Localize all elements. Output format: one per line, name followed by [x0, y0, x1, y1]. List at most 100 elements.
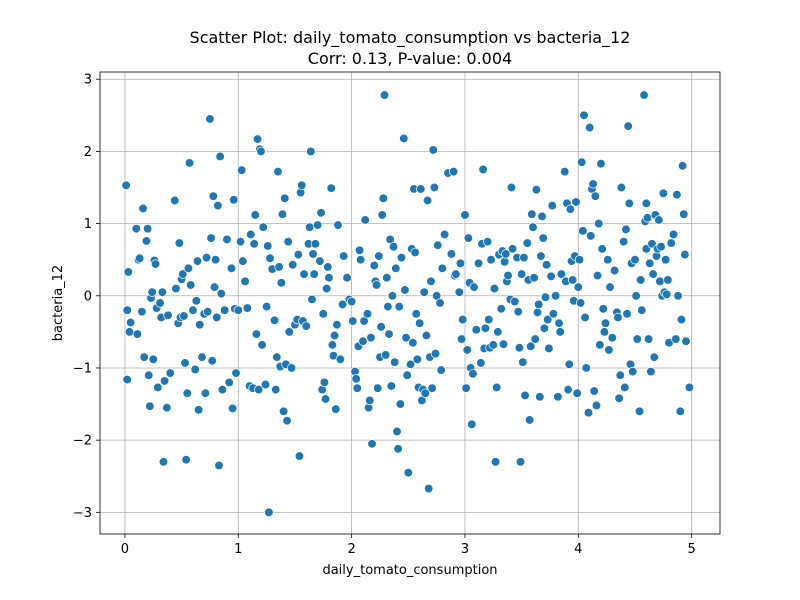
- scatter-point: [636, 275, 646, 285]
- y-tick-label: −1: [73, 361, 92, 376]
- scatter-point: [351, 374, 361, 384]
- y-axis-label: bacteria_12: [51, 265, 66, 341]
- scatter-point: [550, 291, 561, 301]
- y-tick-label: −2: [73, 434, 92, 449]
- scatter-point: [257, 340, 267, 350]
- scatter-point: [516, 269, 527, 279]
- scatter-point: [553, 392, 563, 402]
- scatter-point: [537, 211, 547, 222]
- scatter-point: [604, 345, 614, 355]
- scatter-point: [122, 305, 132, 315]
- scatter-point: [192, 256, 203, 266]
- scatter-point: [538, 233, 548, 243]
- scatter-point: [250, 210, 260, 220]
- scatter-point: [429, 182, 440, 193]
- scatter-point: [367, 439, 377, 449]
- scatter-point: [680, 249, 690, 260]
- scatter-point: [518, 357, 528, 367]
- scatter-point: [455, 258, 466, 268]
- scatter-point: [337, 299, 348, 310]
- scatter-point: [597, 244, 607, 254]
- scatter-point: [655, 276, 665, 286]
- scatter-point: [263, 241, 273, 251]
- scatter-point: [237, 165, 247, 175]
- scatter-point: [346, 296, 357, 307]
- plot-frame: [99, 71, 721, 535]
- scatter-point: [515, 457, 526, 467]
- scatter-point: [339, 251, 349, 261]
- scatter-point: [463, 233, 474, 243]
- scatter-point: [645, 258, 655, 268]
- scatter-point: [272, 352, 282, 362]
- scatter-point: [306, 146, 316, 157]
- scatter-point: [607, 333, 617, 343]
- scatter-point: [226, 263, 237, 274]
- scatter-point: [217, 384, 228, 395]
- scatter-point: [301, 321, 311, 331]
- scatter-point: [599, 327, 610, 337]
- scatter-point: [252, 134, 263, 144]
- scatter-point: [529, 273, 539, 283]
- scatter-point: [565, 204, 576, 214]
- x-tick-label: 2: [347, 542, 355, 557]
- scatter-point: [180, 358, 190, 368]
- scatter-point: [478, 164, 488, 175]
- scatter-point: [200, 388, 211, 398]
- scatter-point: [286, 363, 297, 373]
- scatter-point: [624, 198, 634, 209]
- y-tick-label: 0: [84, 289, 92, 304]
- scatter-point: [124, 327, 135, 337]
- scatter-point: [503, 270, 513, 281]
- scatter-point: [379, 90, 390, 100]
- scatter-point: [380, 350, 391, 360]
- scatter-point: [580, 312, 590, 323]
- scatter-point: [577, 157, 587, 167]
- scatter-point: [522, 238, 532, 248]
- scatter-point: [546, 271, 556, 281]
- scatter-point: [499, 257, 510, 267]
- scatter-point: [634, 406, 645, 416]
- scatter-point: [369, 260, 379, 271]
- scatter-point: [269, 315, 280, 325]
- scatter-point: [419, 287, 429, 297]
- scatter-point: [528, 222, 538, 232]
- scatter-point: [448, 166, 459, 177]
- scatter-point: [585, 122, 595, 133]
- scatter-point: [416, 184, 426, 194]
- scatter-point: [623, 121, 633, 131]
- scatter-point: [572, 388, 582, 398]
- y-tick-label: 1: [84, 217, 92, 232]
- scatter-point: [532, 307, 543, 318]
- scatter-point: [374, 251, 384, 261]
- scatter-point: [675, 406, 685, 416]
- scatter-point: [163, 310, 173, 320]
- scatter-point: [322, 283, 332, 294]
- scatter-point: [386, 381, 396, 391]
- scatter-point: [312, 220, 323, 230]
- scatter-point: [668, 229, 679, 240]
- scatter-point: [352, 383, 362, 393]
- scatter-point: [396, 252, 407, 263]
- scatter-point: [615, 370, 625, 380]
- scatter-point: [527, 209, 537, 219]
- scatter-point: [544, 343, 554, 354]
- scatter-point: [273, 166, 283, 177]
- scatter-point: [197, 352, 207, 362]
- scatter-point: [390, 357, 400, 367]
- scatter-point: [543, 314, 553, 325]
- scatter-point: [637, 305, 647, 315]
- scatter-point: [660, 255, 671, 265]
- scatter-point: [574, 255, 585, 265]
- scatter-point: [656, 242, 666, 252]
- scatter-point: [324, 273, 334, 283]
- scatter-point: [360, 215, 370, 225]
- scatter-point: [496, 304, 506, 314]
- scatter-point: [603, 255, 613, 265]
- scatter-point: [242, 303, 252, 313]
- scatter-point: [320, 394, 331, 404]
- scatter-point: [139, 352, 149, 362]
- scatter-point: [401, 333, 411, 343]
- scatter-point: [144, 370, 154, 380]
- scatter-point: [227, 403, 238, 414]
- scatter-point: [568, 275, 578, 285]
